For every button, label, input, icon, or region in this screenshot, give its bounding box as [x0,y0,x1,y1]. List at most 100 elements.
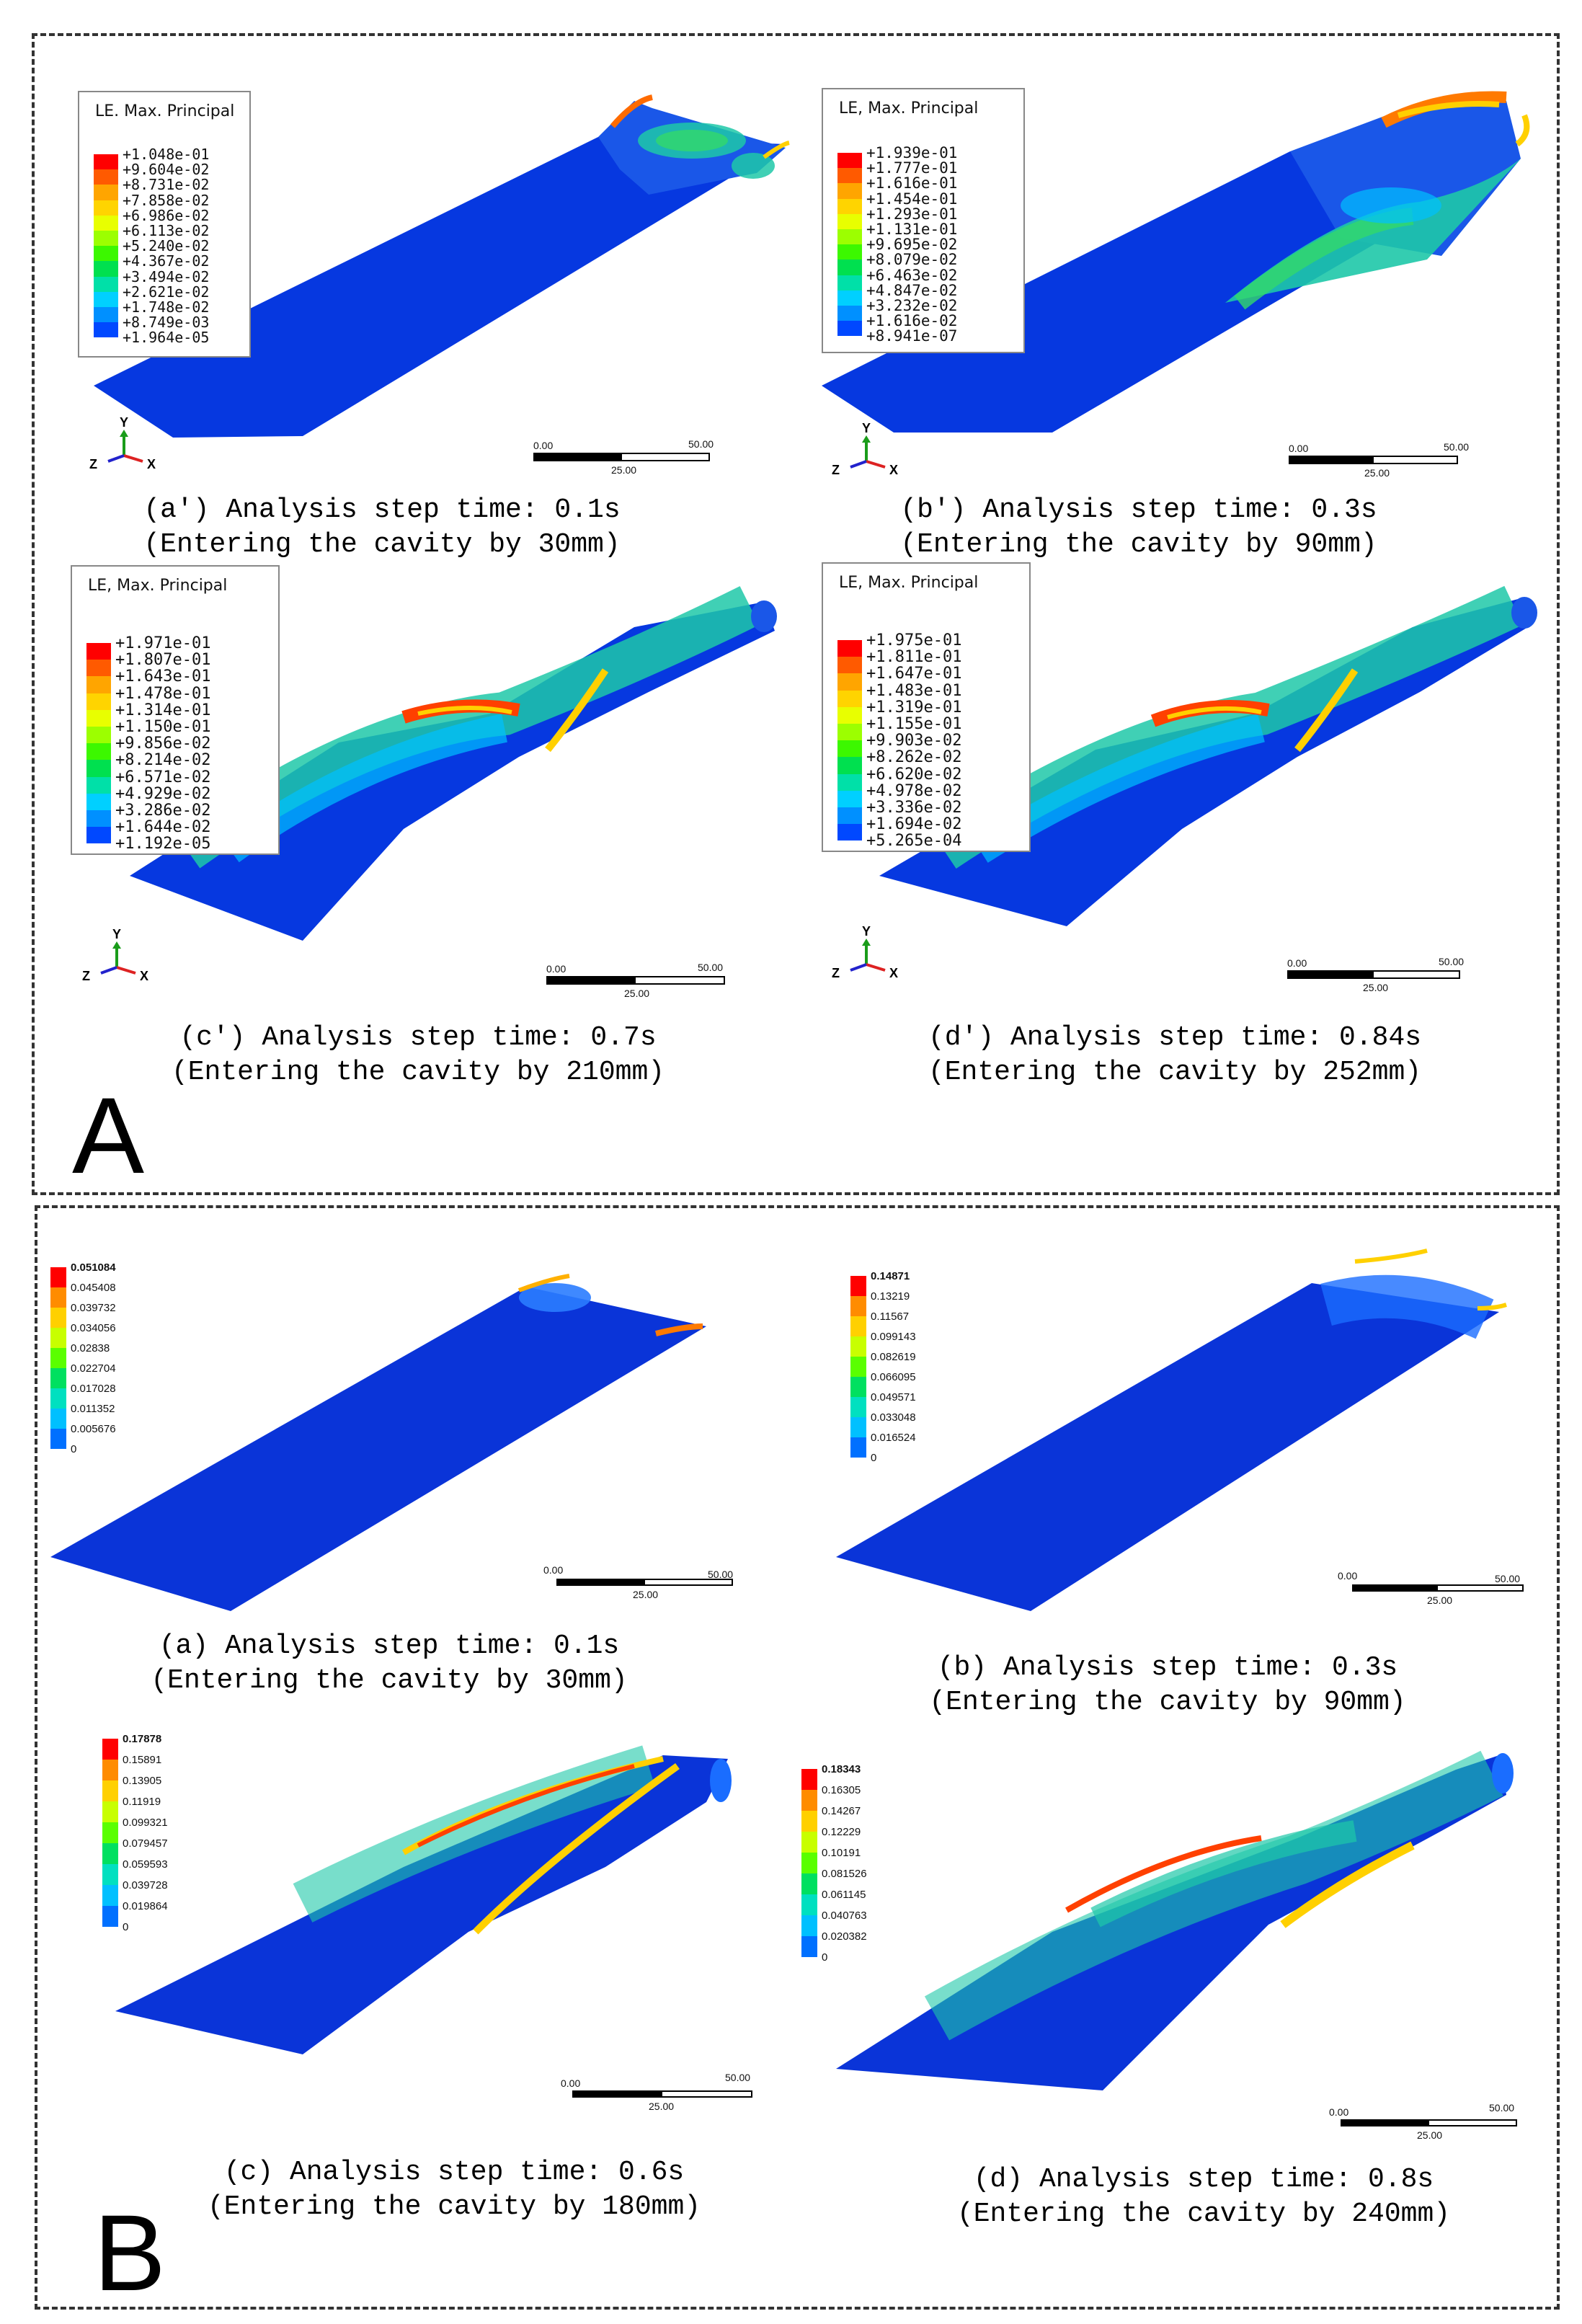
legend-value: +3.336e-02 [866,799,962,817]
caption-line2: (Entering the cavity by 240mm) [956,2199,1451,2230]
legend-swatch [94,307,118,323]
panel-b-letter: B [94,2192,166,2313]
legend-swatch [837,229,862,245]
legend-swatch [86,743,111,760]
scale-bar: 0.00 50.00 25.00 [546,962,734,1006]
legend-value: 0.13219 [871,1290,910,1303]
legend-value: +8.941e-07 [866,327,958,345]
legend-value: 0.16305 [822,1784,861,1796]
legend-value: +1.131e-01 [866,221,958,238]
legend-value: 0.039728 [123,1879,168,1891]
legend-value: +1.478e-01 [115,684,211,703]
legend-b-prime: LE, Max. Principal +1.939e-01 +1.777e-01 +… [822,88,1025,353]
legend-swatch [837,706,862,724]
subfigure-b-b [793,1218,1582,1622]
legend-swatch [850,1316,866,1336]
strip-surface-b-d [836,1750,1514,2090]
legend-value: 0.10191 [822,1847,861,1859]
legend-value: 0.099321 [123,1817,168,1829]
legend-swatch [86,709,111,727]
scale-right-label: 50.00 [725,2072,751,2083]
legend-swatch [837,673,862,691]
legend-swatch [86,693,111,710]
legend-swatch [837,290,862,306]
legend-value: +1.971e-01 [115,634,211,652]
caption-a-prime: (a') Analysis step time: 0.1s (Entering … [130,493,634,562]
scale-left-label: 0.00 [1338,1570,1358,1582]
legend-value: +9.695e-02 [866,236,958,254]
subfigure-b-prime [793,0,1582,577]
legend-swatch [50,1287,66,1308]
scale-bar: 0.00 50.00 25.00 [1338,1570,1539,1613]
legend-value: +1.150e-01 [115,718,211,736]
legend-value: 0.081526 [822,1868,867,1880]
legend-value: +4.929e-02 [115,784,211,803]
caption-line1: (d) Analysis step time: 0.8s [973,2164,1434,2195]
caption-line2: (Entering the cavity by 30mm) [151,1665,628,1696]
legend-value: +5.240e-02 [123,237,210,255]
scale-right-label: 50.00 [1489,2102,1515,2114]
legend-swatch [94,200,118,216]
legend-swatch [801,1873,817,1894]
axes-icon [107,430,143,463]
legend-swatch [94,215,118,231]
legend-value: +3.494e-02 [123,267,210,285]
legend-swatch [102,1739,118,1760]
scale-left-label: 0.00 [1287,957,1307,969]
legend-swatch [850,1276,866,1296]
caption-line1: (d') Analysis step time: 0.84s [928,1022,1422,1053]
axis-triad: Y Z X [832,924,904,985]
legend-value: +1.155e-01 [866,715,962,733]
legend-value: 0.11919 [123,1796,161,1808]
legend-swatch [50,1348,66,1368]
caption-b-c: (c) Analysis step time: 0.6s (Entering t… [195,2155,714,2225]
strip-surface-b-prime [822,91,1530,433]
legend-title: LE, Max. Principal [839,99,979,117]
legend-swatch [86,643,111,660]
legend-swatch [837,168,862,184]
legend-swatch [850,1357,866,1377]
legend-value: 0.017028 [71,1383,116,1395]
legend-value: +1.777e-01 [866,159,958,177]
legend-value: 0.066095 [871,1371,916,1383]
legend-value: 0.034056 [71,1322,116,1334]
legend-d-prime: LE, Max. Principal +1.975e-01 +1.811e-01 +… [822,562,1031,852]
legend-value: +1.647e-01 [866,665,962,683]
legend-value: 0.13905 [123,1775,162,1787]
axis-x-label: X [147,457,156,471]
legend-value: +9.903e-02 [866,732,962,750]
legend-value: +9.856e-02 [115,735,211,753]
legend-value: 0.039732 [71,1302,116,1314]
legend-value: +1.048e-01 [123,146,210,163]
legend-value: +6.620e-02 [866,765,962,784]
strip-surface-b-b [836,1249,1507,1611]
axis-z-label: Z [89,457,97,471]
legend-value: +1.964e-05 [123,329,210,347]
legend-value: +1.811e-01 [866,648,962,667]
legend-title: LE, Max. Principal [88,577,228,595]
legend-value: 0.051084 [71,1261,116,1274]
scale-right-label: 50.00 [1495,1573,1521,1584]
legend-swatch [837,807,862,825]
scale-bar: 0.00 50.00 25.00 [1289,441,1476,486]
legend-value: +3.232e-02 [866,297,958,314]
legend-title: LE, Max. Principal [839,574,979,592]
axis-triad: Y Z X [82,927,154,988]
legend-swatch [50,1328,66,1348]
panel-a-letter: A [72,1075,145,1196]
legend-swatch [86,760,111,777]
axis-x-label: X [889,463,899,477]
legend-swatch [86,727,111,744]
legend-value: 0 [871,1452,877,1464]
legend-value: +7.858e-02 [123,191,210,209]
legend-value: +1.939e-01 [866,144,958,161]
scale-right-label: 50.00 [698,962,724,973]
legend-swatch [94,261,118,277]
legend-value: +8.214e-02 [115,751,211,770]
axis-y-label: Y [862,924,871,939]
legend-value: +1.483e-01 [866,681,962,700]
legend-swatch [801,1832,817,1853]
legend-value: 0.005676 [71,1423,116,1435]
legend-swatch [837,244,862,260]
scale-left-label: 0.00 [546,963,566,975]
